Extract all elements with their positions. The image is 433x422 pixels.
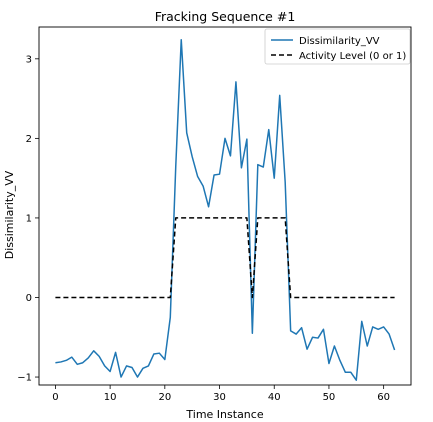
x-tick-label: 40 [268, 392, 281, 403]
legend-box [264, 28, 411, 65]
y-axis-label: Dissimilarity_VV [3, 170, 16, 259]
legend-label-activity: Activity Level (0 or 1) [299, 51, 406, 62]
x-tick-label: 20 [158, 392, 171, 403]
y-tick-label: 2 [26, 134, 32, 145]
series-line-dissimilarity [55, 38, 396, 381]
y-tick-label: 1 [26, 213, 32, 224]
y-axis-ticks: −1 0 1 2 3 [17, 54, 39, 384]
legend: Dissimilarity_VV Activity Level (0 or 1) [264, 28, 411, 65]
y-tick-label: 0 [26, 293, 32, 304]
x-tick-label: 50 [323, 392, 336, 403]
plot-frame [38, 26, 412, 386]
x-tick-label: 60 [377, 392, 390, 403]
x-axis-label: Time Instance [185, 408, 263, 421]
x-axis-ticks: 0 10 20 30 40 50 60 [52, 385, 390, 403]
plot-area: 0 10 20 30 40 50 60 −1 0 1 2 3 [17, 26, 412, 403]
series-line-activity [55, 217, 395, 299]
y-tick-label: 3 [26, 54, 32, 65]
chart-title: Fracking Sequence #1 [155, 9, 296, 24]
series-layer [55, 38, 396, 381]
legend-label-dissimilarity: Dissimilarity_VV [299, 36, 380, 47]
x-tick-label: 30 [213, 392, 226, 403]
x-tick-label: 10 [104, 392, 117, 403]
x-tick-label: 0 [52, 392, 58, 403]
y-tick-label: −1 [17, 373, 32, 384]
